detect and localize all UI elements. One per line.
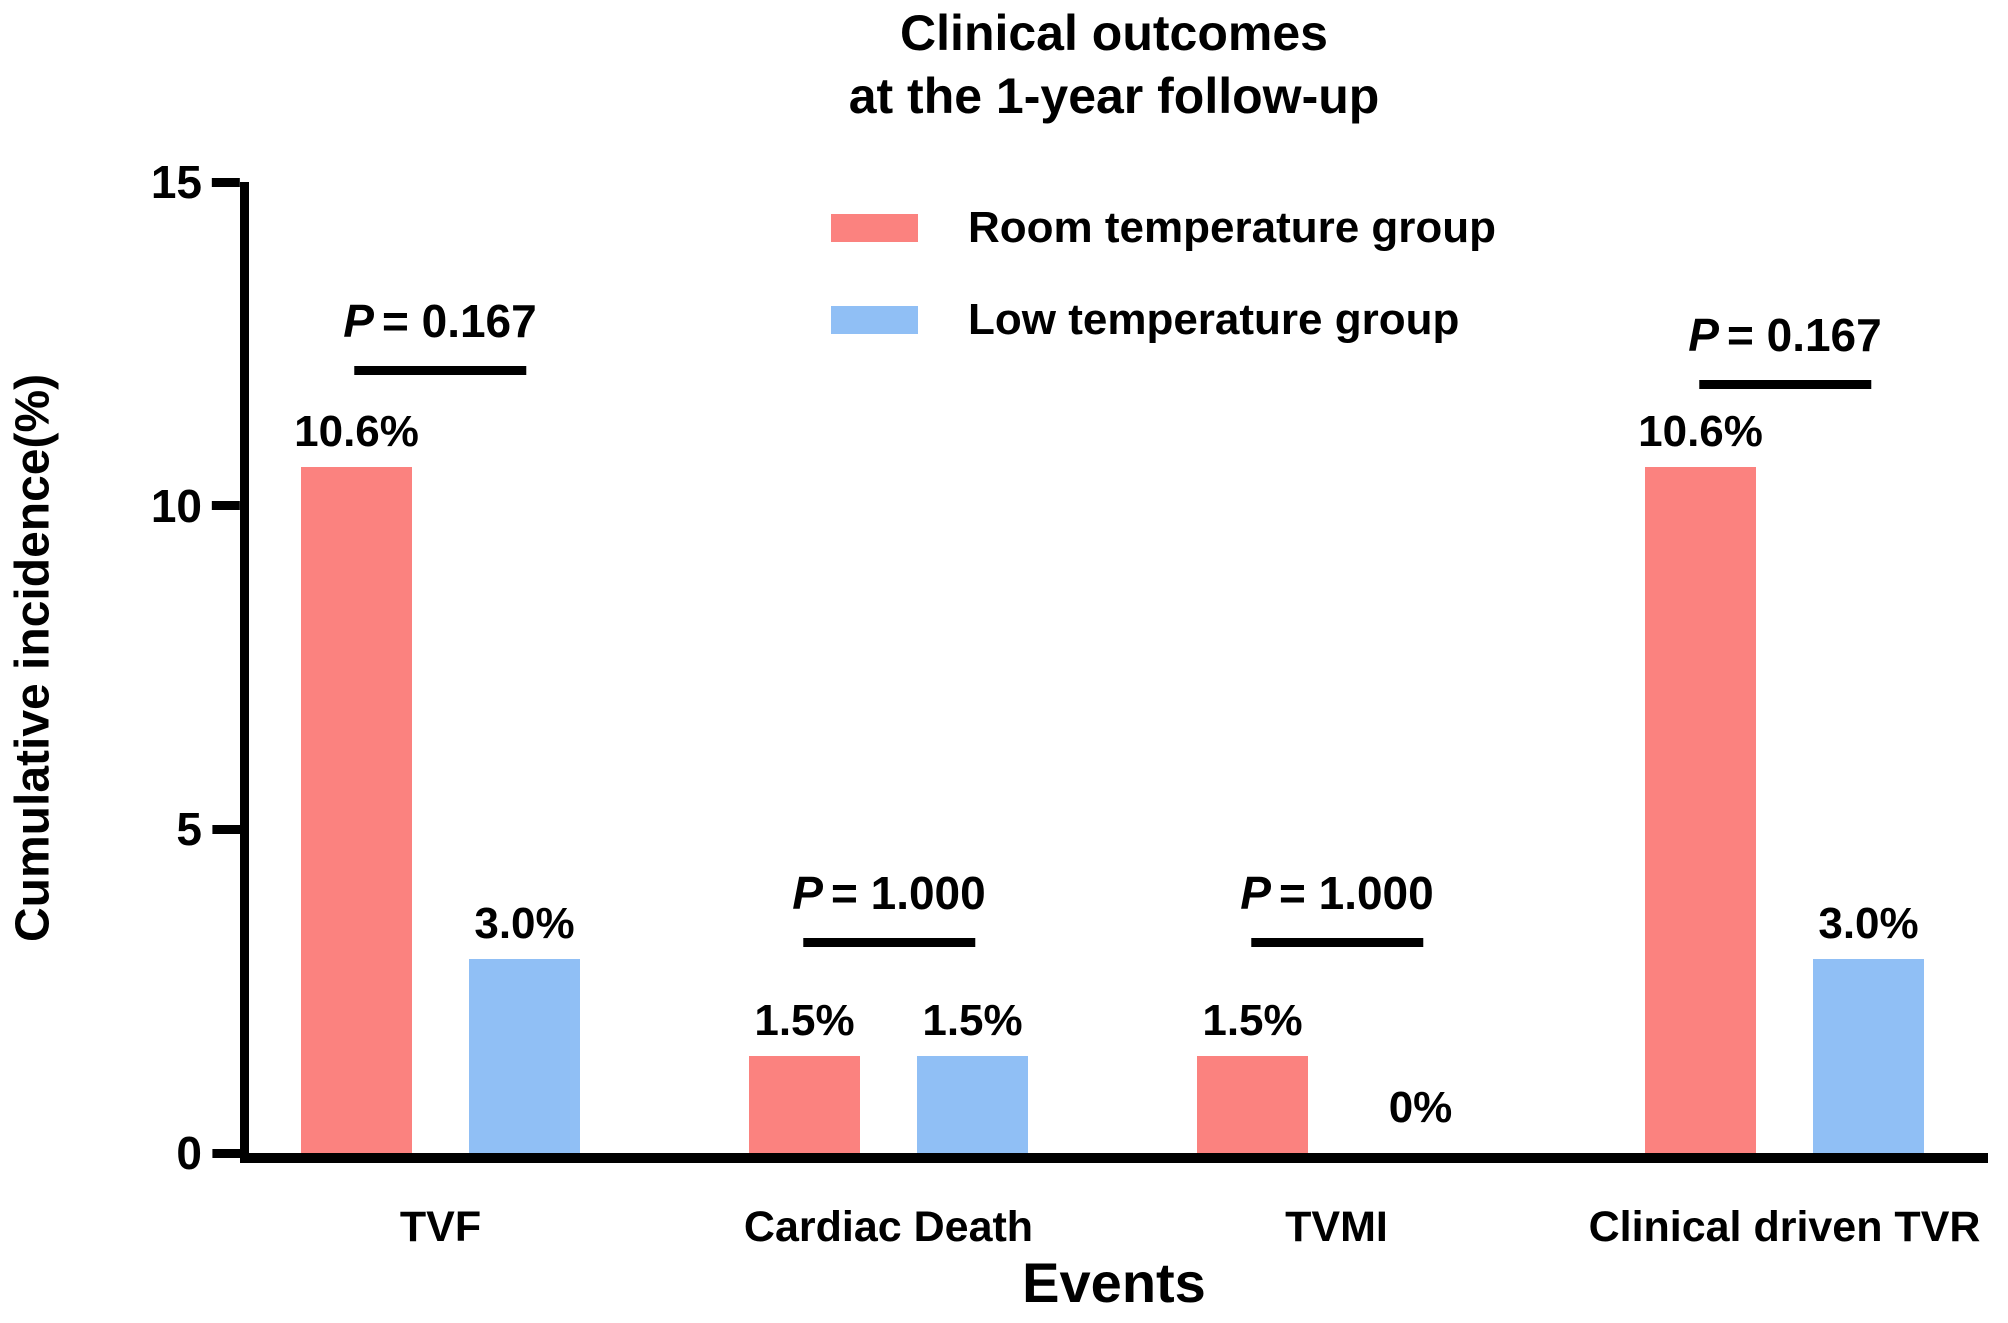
p-value-text: P = 0.167 <box>1688 309 1882 361</box>
y-tick-label-0: 0 <box>176 1127 202 1179</box>
value-label-low-temp-cardiac-death: 1.5% <box>922 995 1023 1045</box>
chart-title-line-2: at the 1-year follow-up <box>848 68 1380 124</box>
legend-item-low-temperature: Low temperature group <box>831 295 1496 344</box>
p-annotation-tvf: P = 0.167 <box>343 294 537 375</box>
significance-line <box>802 938 975 947</box>
value-label-room-temp-tvf: 10.6% <box>294 406 419 456</box>
legend-item-room-temperature: Room temperature group <box>831 203 1496 252</box>
group-tvmi: 1.5% 0% TVMI <box>1197 182 1476 1251</box>
legend-label-room-temperature: Room temperature group <box>968 203 1497 252</box>
significance-line <box>1250 938 1423 947</box>
plot-area: 15 10 5 0 10.6% 3.0% <box>151 156 1988 1251</box>
p-annotation-tvmi: P = 1.000 <box>1240 866 1434 947</box>
significance-line <box>1698 380 1871 389</box>
bar-low-temp-cardiac-death <box>917 1055 1028 1153</box>
bar-slot: 1.5% <box>917 182 1028 1153</box>
y-axis-title: Cumulative incidence(%) <box>6 373 60 943</box>
bar-room-temp-tvr <box>1645 466 1756 1153</box>
category-label-tvmi: TVMI <box>1285 1203 1388 1251</box>
bar-slot: 3.0% <box>469 182 580 1153</box>
bar-slot: 0% <box>1365 182 1476 1153</box>
bar-slot: 10.6% <box>294 182 419 1153</box>
value-label-room-temp-tvmi: 1.5% <box>1202 995 1303 1045</box>
group-clinical-driven-tvr: 10.6% 3.0% Clinical driven TVR <box>1589 182 1981 1251</box>
p-annotation-cardiac-death: P = 1.000 <box>792 866 986 947</box>
y-tick-15: 15 <box>151 155 240 209</box>
p-annotation-clinical-driven-tvr: P = 0.167 <box>1688 308 1882 389</box>
x-axis-title: Events <box>1022 1251 1206 1314</box>
bar-slot: 1.5% <box>1197 182 1308 1153</box>
tick-mark-icon <box>212 1148 240 1158</box>
category-label-clinical-driven-tvr: Clinical driven TVR <box>1588 1203 1981 1251</box>
y-tick-label-10: 10 <box>150 479 202 532</box>
bar-room-temp-cardiac-death <box>749 1055 860 1153</box>
category-label-tvf: TVF <box>399 1203 482 1251</box>
group-cardiac-death: 1.5% 1.5% Cardiac Death <box>744 182 1033 1251</box>
tick-mark-icon <box>212 177 240 187</box>
y-tick-label-5: 5 <box>176 803 202 856</box>
tick-mark-icon <box>212 824 240 834</box>
legend-swatch-room-temperature-icon <box>831 214 918 242</box>
bar-slot: 3.0% <box>1813 182 1924 1153</box>
chart-title-line-1: Clinical outcomes <box>900 5 1328 61</box>
p-value-text: P = 1.000 <box>792 867 986 919</box>
value-label-room-temp-tvr: 10.6% <box>1638 406 1763 456</box>
bar-low-temp-tvf <box>469 958 580 1153</box>
value-label-low-temp-tvmi: 0% <box>1388 1083 1453 1132</box>
significance-line <box>353 366 526 375</box>
group-tvf: 10.6% 3.0% TVF <box>294 182 580 1251</box>
legend-label-low-temperature: Low temperature group <box>968 295 1460 344</box>
bar-room-temp-tvmi <box>1197 1055 1308 1153</box>
y-tick-label-15: 15 <box>150 156 202 208</box>
y-tick-0: 0 <box>176 1126 240 1180</box>
bar-room-temp-tvf <box>301 466 412 1153</box>
chart-title: Clinical outcomes at the 1-year follow-u… <box>240 2 1988 128</box>
category-label-cardiac-death: Cardiac Death <box>743 1203 1034 1251</box>
value-label-room-temp-cardiac-death: 1.5% <box>754 995 855 1045</box>
bar-slot: 10.6% <box>1638 182 1763 1153</box>
y-tick-5: 5 <box>176 802 240 856</box>
tick-mark-icon <box>212 501 240 511</box>
p-value-text: P = 0.167 <box>343 295 537 347</box>
value-label-low-temp-tvr: 3.0% <box>1818 898 1919 948</box>
bar-slot: 1.5% <box>749 182 860 1153</box>
legend-swatch-low-temperature-icon <box>831 306 918 334</box>
p-value-text: P = 1.000 <box>1240 867 1434 919</box>
value-label-low-temp-tvf: 3.0% <box>474 898 575 948</box>
y-tick-10: 10 <box>151 479 240 533</box>
bar-low-temp-tvr <box>1813 958 1924 1153</box>
bar-groups: 10.6% 3.0% TVF 1.5% 1.5% Cardiac <box>249 182 1988 1251</box>
legend: Room temperature group Low temperature g… <box>831 203 1496 344</box>
